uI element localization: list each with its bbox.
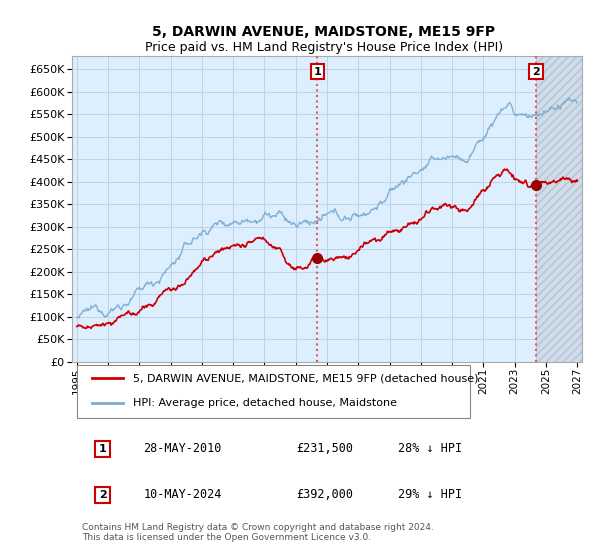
Text: 1: 1	[99, 444, 106, 454]
FancyBboxPatch shape	[77, 365, 470, 418]
Text: 1: 1	[313, 67, 321, 77]
Text: £392,000: £392,000	[296, 488, 353, 502]
Text: 5, DARWIN AVENUE, MAIDSTONE, ME15 9FP (detached house): 5, DARWIN AVENUE, MAIDSTONE, ME15 9FP (d…	[133, 373, 479, 383]
Text: 10-MAY-2024: 10-MAY-2024	[143, 488, 222, 502]
Bar	[536, 56, 585, 362]
Text: 28-MAY-2010: 28-MAY-2010	[143, 442, 222, 455]
Text: HPI: Average price, detached house, Maidstone: HPI: Average price, detached house, Maid…	[133, 398, 397, 408]
Text: £231,500: £231,500	[296, 442, 353, 455]
Text: 5, DARWIN AVENUE, MAIDSTONE, ME15 9FP: 5, DARWIN AVENUE, MAIDSTONE, ME15 9FP	[152, 25, 496, 39]
Text: 2: 2	[99, 490, 106, 500]
Text: 29% ↓ HPI: 29% ↓ HPI	[398, 488, 463, 502]
Text: 2: 2	[532, 67, 540, 77]
Text: Contains HM Land Registry data © Crown copyright and database right 2024.
This d: Contains HM Land Registry data © Crown c…	[82, 523, 434, 543]
Text: 28% ↓ HPI: 28% ↓ HPI	[398, 442, 463, 455]
Text: Price paid vs. HM Land Registry's House Price Index (HPI): Price paid vs. HM Land Registry's House …	[145, 41, 503, 54]
